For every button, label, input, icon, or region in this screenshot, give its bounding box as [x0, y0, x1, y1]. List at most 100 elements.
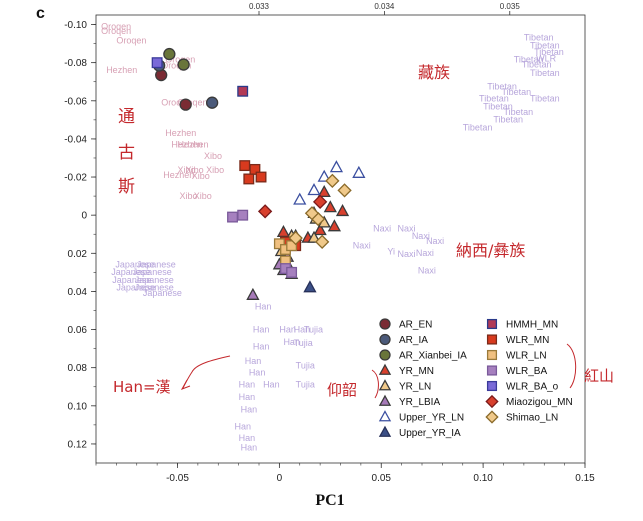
legend-marker-shimao-ln — [485, 410, 499, 424]
population-label: Japanese — [143, 288, 182, 298]
legend-marker-miaozigou-mn — [485, 394, 499, 409]
population-label: Oroqen — [161, 60, 191, 70]
population-label: Han — [241, 404, 258, 414]
population-label: Han — [294, 324, 311, 334]
population-label: Han — [253, 324, 270, 334]
y-tick-label: -0.06 — [64, 96, 87, 107]
data-point-shimao-ln — [315, 234, 330, 250]
legend-marker-wlr-mn — [486, 334, 498, 345]
legend-label: WLR_MN — [506, 335, 549, 346]
population-label: Tujia — [304, 324, 323, 334]
y-tick-label: 0.08 — [68, 363, 88, 374]
data-point-shimao-ln — [304, 206, 320, 221]
data-point-shimao-ln — [288, 230, 303, 246]
y-tick-label: -0.04 — [64, 134, 87, 145]
population-label: Tibetan — [493, 115, 523, 125]
legend-label: Shimao_LN — [506, 413, 558, 424]
data-point-upper-yr-ln — [317, 169, 331, 182]
population-label: Japanese — [112, 275, 151, 285]
annotation-hongshan-bracket — [566, 343, 577, 389]
top-tick-label: 0.035 — [500, 2, 521, 11]
population-label: Japanese — [111, 267, 150, 277]
population-label: Japanese — [133, 267, 172, 277]
x-axis: -0.05 0 0.05 0.10 0.15 — [95, 463, 595, 484]
legend-label: Upper_YR_IA — [399, 428, 461, 439]
population-label: Hezhen — [106, 65, 137, 75]
data-point-wlr-mn — [243, 173, 255, 185]
y-axis: -0.10 -0.08 -0.06 -0.04 -0.02 0 0.02 0.04 0.06 0.… — [64, 20, 96, 450]
legend-label: AR_EN — [399, 320, 432, 331]
data-point-wlr-ba — [227, 211, 238, 223]
y-tick-label: 0 — [81, 211, 87, 222]
data-point-ar-en — [179, 98, 192, 111]
legend-label: AR_Xianbei_IA — [399, 351, 467, 362]
legend-label: YR_MN — [399, 366, 434, 377]
annotation-yangshao: 仰韶 — [327, 381, 357, 399]
population-label: Han — [239, 380, 256, 390]
data-point-upper-yr-ln — [352, 165, 366, 178]
data-point-wlr-mn — [239, 160, 251, 172]
top-tick-label: 0.033 — [249, 2, 270, 11]
population-label: Han — [239, 392, 256, 402]
population-label: Xibo — [194, 191, 212, 201]
population-label: Naxi — [398, 249, 416, 259]
population-label: Japanese — [135, 275, 174, 285]
data-point-ar-xianbei-ia — [163, 47, 176, 61]
population-label: Naxi — [412, 231, 430, 241]
annotation-tibetan: 藏族 — [418, 63, 450, 82]
legend-label: Upper_YR_LN — [399, 413, 464, 424]
panel-label: c — [36, 5, 45, 22]
annotation-naxi-yi: 納西/彝族 — [456, 241, 525, 260]
modern-population-labels: OroqenOroqenOroqenOroqenOroqenHezhenOroq… — [101, 21, 564, 452]
legend: AR_EN AR_IA AR_Xianbei_IA YR_MN YR_LN YR_LBIA… — [378, 318, 573, 439]
population-label: Tibetan — [530, 68, 560, 78]
legend-marker-wlr-ba-o — [486, 380, 498, 392]
data-point-wlr-ln — [273, 238, 285, 250]
data-point-ar-xianbei-ia — [177, 58, 190, 71]
population-label: Xibo — [180, 191, 198, 201]
data-point-upper-yr-ln — [293, 192, 307, 205]
data-point-yr-ln — [307, 230, 321, 243]
legend-marker-ar-en — [379, 318, 391, 330]
data-point-yr-mn — [317, 184, 331, 198]
legend-marker-ar-xianbei-ia — [379, 349, 391, 361]
annotation-han-arrow — [182, 355, 231, 389]
annotation-tonggusi-1: 通 — [118, 107, 135, 127]
population-label: Tujia — [294, 338, 313, 348]
population-label: Naxi — [416, 248, 434, 258]
population-label: Japanese — [137, 260, 176, 270]
x-tick-label: 0.10 — [473, 473, 493, 484]
population-label: Tibetan — [479, 94, 509, 104]
annotation-han: Han=漢 — [113, 378, 171, 396]
population-label: Naxi — [418, 265, 436, 275]
population-label: Japanese — [116, 282, 155, 292]
data-point-yr-mn — [276, 224, 291, 238]
legend-marker-ar-ia — [379, 333, 391, 346]
population-label: Han — [263, 380, 280, 390]
annotation-yangshao-bracket — [371, 369, 379, 399]
legend-label: WLR_BA — [506, 366, 547, 377]
handwritten-annotations: 通 古 斯 藏族 納西/彝族 Han=漢 仰韶 紅山 — [113, 63, 614, 399]
population-label: Hezhen — [171, 139, 202, 149]
legend-label: WLR_LN — [506, 351, 547, 362]
population-label: Tibetan — [524, 33, 554, 43]
population-label: Han — [239, 433, 256, 443]
legend-label: WLR_BA_o — [506, 382, 559, 393]
y-tick-label: -0.08 — [64, 58, 87, 69]
y-tick-label: -0.10 — [64, 20, 87, 31]
population-label: Oroqen — [116, 36, 146, 46]
y-tick-label: 0.12 — [68, 439, 88, 450]
population-label: Naxi — [373, 223, 391, 233]
legend-marker-wlr-ba — [486, 365, 498, 376]
legend-marker-yr-lbia — [378, 394, 392, 406]
x-tick-label: 0.05 — [372, 473, 392, 484]
top-tick-label: 0.034 — [374, 2, 395, 11]
data-point-yr-mn — [313, 223, 327, 236]
population-label: Japanese — [115, 260, 154, 270]
population-label: Tibetan — [514, 55, 544, 65]
population-label: Oroqen — [178, 98, 208, 108]
population-label: Tibetan — [504, 107, 534, 117]
population-label: Xibo — [178, 165, 196, 175]
legend-label: HMMH_MN — [506, 320, 558, 331]
population-label: Naxi — [398, 223, 416, 233]
